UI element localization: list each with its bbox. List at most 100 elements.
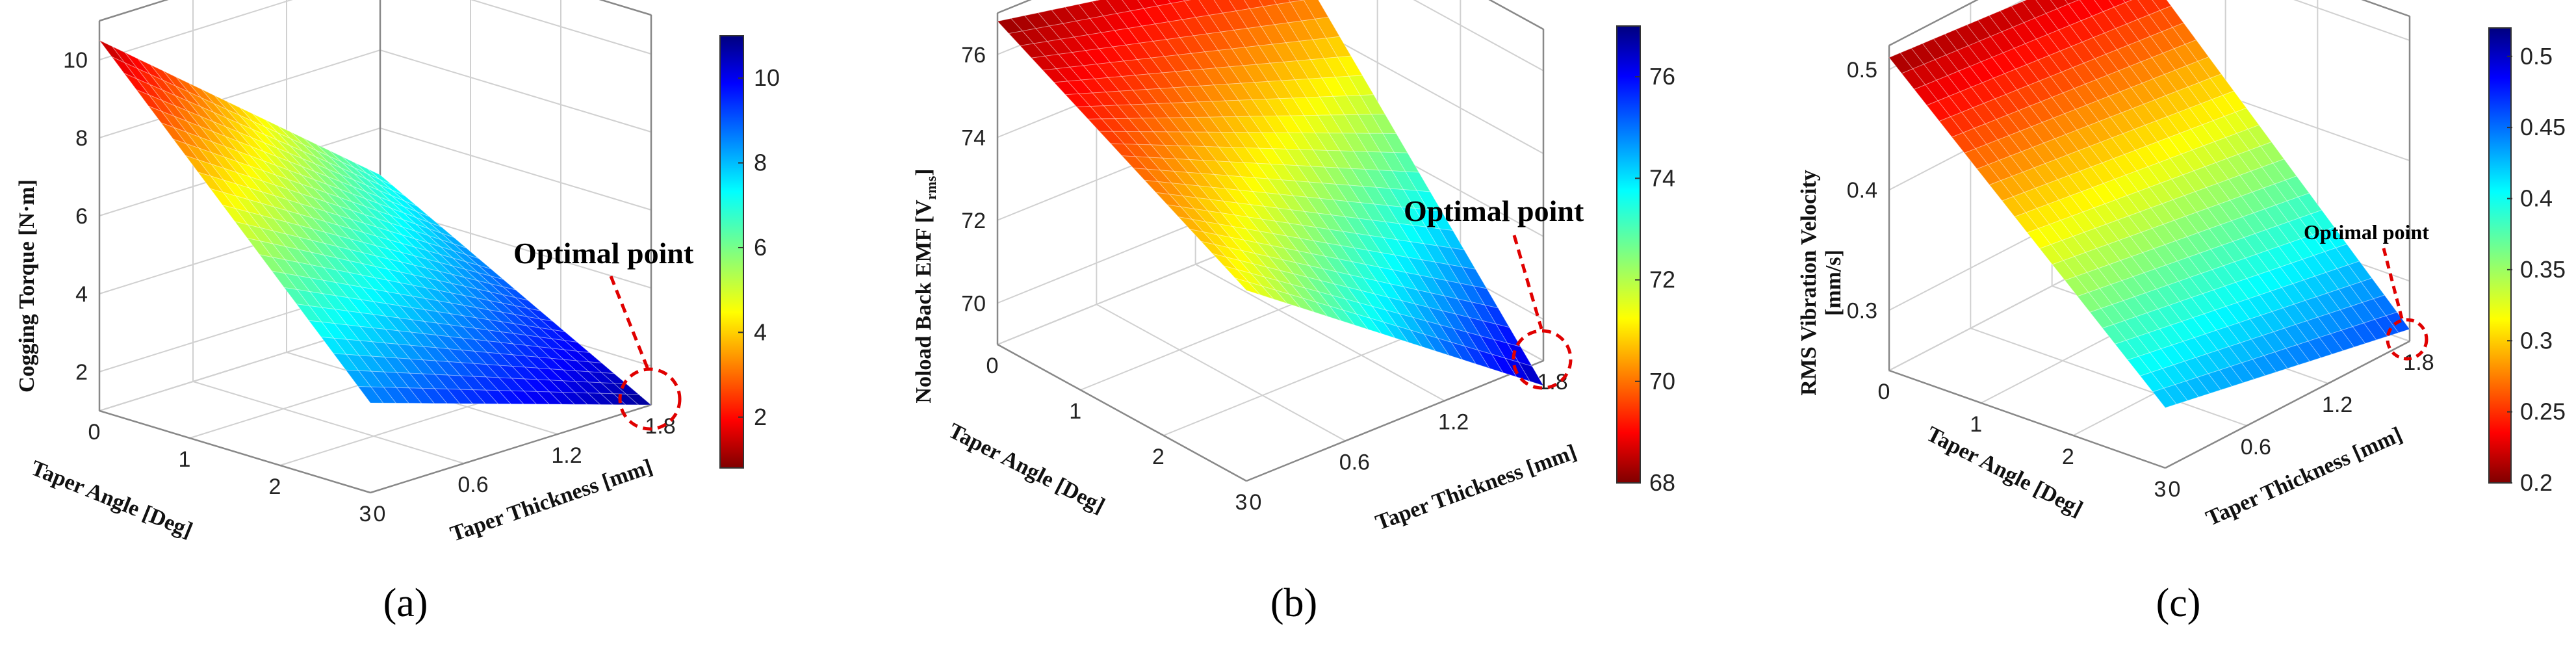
surface-cell (1463, 345, 1491, 369)
z-axis-label-c-line2: [mm/s] (1822, 250, 1846, 316)
axis-box-edge (2165, 340, 2410, 469)
optimal-point-marker-a (618, 367, 682, 431)
z-axis-label-b-sub: rms (923, 175, 939, 200)
surface-cell (523, 391, 550, 405)
surface-cell (535, 391, 563, 405)
x-tick-label: 0 (1878, 380, 1890, 404)
surface-cell (2252, 355, 2277, 376)
x-tick-label: 1 (179, 447, 191, 472)
y-gridline (286, 0, 558, 435)
x-axis-label-a: Taper Angle [Deg] (27, 456, 196, 543)
axis-box-edge (599, 0, 652, 16)
optimal-point-annotation-a: Optimal point (513, 237, 694, 431)
colorbar-tick-label: 0.45 (2520, 114, 2566, 140)
colorbar-tick-label: 0.5 (2520, 43, 2553, 70)
z-tick-label: 70 (961, 291, 986, 316)
z-axis-label-b: Noload Back EMF [Vrms] (912, 168, 939, 403)
colorbar-tick-label: 0.35 (2520, 256, 2566, 283)
colorbar-tick-label: 76 (1649, 63, 1675, 90)
y-tick-label: 1.2 (2322, 393, 2352, 417)
colorbar-tick-label: 6 (754, 234, 767, 261)
colorbar-tick-label: 0.25 (2520, 398, 2566, 425)
surface-cell (2122, 0, 2133, 3)
colorbar-tick-label: 2 (754, 404, 767, 430)
optimal-point-label-c: Optimal point (2304, 220, 2429, 244)
y-tick-label: 0 (374, 502, 386, 526)
optimal-point-label-a: Optimal point (513, 237, 694, 270)
x-tick-label: 2 (269, 474, 281, 499)
surface-cell (383, 387, 409, 404)
surface-cell (357, 386, 384, 404)
y-axis-label-a: Taper Thickness [mm] (447, 454, 655, 546)
x-axis-label-c: Taper Angle [Deg] (1923, 422, 2087, 521)
colorbar-strip-c (2488, 27, 2512, 484)
z-gridline (99, 0, 652, 60)
z-tick-label: 76 (961, 43, 986, 68)
z-tick-label: 4 (75, 282, 88, 307)
optimal-point-pointer-b (1512, 235, 1543, 330)
axis-box-edge (1888, 0, 1979, 47)
surface-cell (2065, 0, 2080, 5)
z-tick-label: 0.5 (1847, 58, 1877, 83)
caption-b: (b) (1270, 581, 1317, 625)
axis-box-edge (1246, 359, 1544, 482)
colorbar-tick-label: 72 (1649, 266, 1675, 293)
surface-cell (2152, 387, 2177, 408)
surface-cell (472, 389, 499, 404)
x-tick-label: 0 (986, 354, 999, 378)
caption-c: (c) (2156, 581, 2201, 625)
optimal-point-label-b: Optimal point (1404, 194, 1584, 227)
axis-box-edge (99, 409, 371, 494)
axis-box-edge (997, 343, 1247, 482)
colorbar-tick-label: 10 (754, 64, 780, 91)
surface-cell (1234, 277, 1261, 296)
surface-cell (2196, 373, 2222, 394)
x-tick-label: 1 (1970, 412, 1982, 437)
optimal-point-annotation-c: Optimal point (2304, 220, 2429, 361)
y-axis-label-b: Taper Thickness [mm] (1372, 440, 1580, 535)
axis-box-edge (1488, 0, 1544, 31)
z-axis-label-b-end: ] (912, 168, 936, 175)
surface-cell (485, 389, 512, 405)
x-tick-label: 0 (88, 420, 101, 445)
colorbar-c: 0.2 0.25 0.3 0.35 0.4 0.45 0.5 (2488, 27, 2566, 496)
z-tick-label: 6 (75, 204, 88, 229)
y-tick-label: 0 (2169, 477, 2181, 502)
surface-cell (2208, 369, 2233, 391)
colorbar-tick-label: 4 (754, 318, 767, 345)
colorbar-strip-b (1616, 25, 1641, 484)
surface-cell (561, 392, 589, 405)
surface-cell (2319, 333, 2344, 355)
colorbar-b: 68 70 72 74 76 (1616, 25, 1675, 496)
y-tick-label: 0.6 (1339, 450, 1370, 474)
axis-box-edge (99, 0, 169, 22)
y-tick-label: 0.6 (457, 473, 488, 497)
x-tick-label: 1 (1069, 399, 1081, 424)
colorbar-a: 2 4 6 8 10 (719, 35, 780, 469)
x-tick-label: 3 (1235, 490, 1248, 515)
z-tick-label: 8 (75, 126, 88, 151)
colorbar-tick-label: 0.3 (2520, 327, 2553, 354)
surface-cell (587, 393, 614, 406)
surface-cell (395, 387, 422, 404)
surface-cell (2374, 315, 2399, 337)
surface-cell (2330, 330, 2355, 352)
optimal-point-pointer-a (609, 276, 650, 370)
y-tick-label: 0 (1250, 490, 1262, 515)
surface-cell (1288, 0, 1304, 3)
z-tick-label: 0.4 (1847, 178, 1877, 203)
axis-box-edge (1888, 369, 2166, 469)
y-tick-label: 1.2 (551, 443, 582, 468)
surface-cell (421, 387, 448, 404)
colorbar-tick-label: 74 (1649, 164, 1675, 191)
axis-box-edge (370, 404, 652, 494)
y-tick-label: 1.8 (1537, 370, 1567, 395)
colorbar-strip-a (719, 35, 744, 469)
surface-cell (1183, 0, 1192, 2)
